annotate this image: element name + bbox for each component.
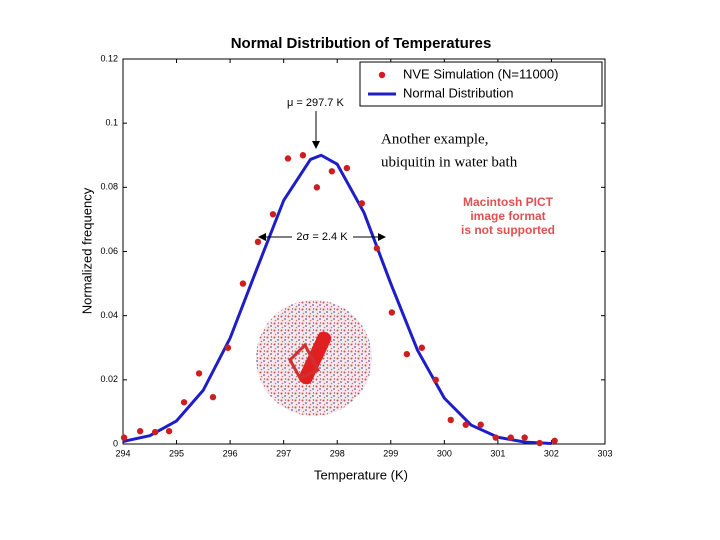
x-tick-label: 295 [169, 448, 184, 458]
data-point [462, 421, 469, 428]
legend-swatch [378, 71, 386, 79]
data-point [269, 211, 277, 218]
data-point [299, 152, 307, 159]
data-point [536, 439, 543, 447]
legend-label: Normal Distribution [403, 85, 514, 100]
legend-label: NVE Simulation (N=11000) [403, 66, 558, 81]
data-point [195, 370, 203, 377]
data-point [373, 245, 381, 252]
x-tick-label: 301 [490, 448, 505, 458]
data-point [403, 350, 411, 358]
legend-box [359, 61, 603, 107]
data-point [120, 434, 128, 441]
data-point [507, 434, 514, 441]
y-tick-label: 0.04 [100, 310, 118, 320]
data-point [254, 238, 262, 246]
y-tick-label: 0.08 [100, 182, 118, 192]
y-tick-label: 0.12 [100, 53, 118, 63]
data-point [165, 427, 173, 435]
x-tick-label: 296 [223, 448, 238, 458]
x-tick-label: 299 [383, 448, 398, 458]
data-point [521, 434, 528, 441]
x-tick-label: 294 [115, 448, 130, 458]
data-point [313, 184, 321, 191]
data-point [551, 437, 558, 444]
notice-line: Macintosh PICT [463, 195, 554, 209]
data-point [343, 164, 351, 172]
y-tick-label: 0.02 [100, 374, 118, 384]
data-point [136, 427, 144, 435]
x-tick-label: 300 [437, 448, 452, 458]
data-point [477, 421, 484, 428]
notice-line: is not supported [461, 223, 555, 237]
data-point [328, 168, 336, 175]
y-tick-label: 0.06 [100, 246, 118, 256]
notice-line: image format [470, 209, 545, 223]
data-point [388, 309, 396, 316]
data-point [180, 399, 188, 406]
data-point [284, 155, 292, 162]
data-point [358, 200, 366, 207]
y-tick-label: 0.1 [105, 118, 118, 128]
y-axis-label: Normalized frequency [79, 187, 94, 314]
x-tick-label: 302 [544, 448, 559, 458]
data-point [151, 428, 159, 436]
data-point [492, 434, 499, 441]
data-point [432, 376, 439, 384]
data-point [418, 344, 426, 351]
curve [122, 153, 552, 446]
chart-title: Normal Distribution of Temperatures [231, 35, 492, 52]
x-tick-label: 297 [276, 448, 291, 458]
annotation: μ = 297.7 K [287, 97, 344, 109]
data-point [447, 416, 454, 424]
data-point [224, 344, 232, 351]
data-point [239, 280, 247, 287]
x-tick-label: 303 [597, 448, 612, 458]
caption-line: ubiquitin in water bath [381, 154, 518, 170]
x-axis-label: Temperature (K) [314, 467, 408, 482]
caption-line: Another example, [381, 131, 488, 147]
y-tick-label: 0 [113, 438, 118, 448]
annotation: 2σ = 2.4 K [296, 231, 348, 243]
data-point [209, 393, 217, 401]
molecule-image [256, 300, 372, 416]
x-tick-label: 298 [330, 448, 345, 458]
